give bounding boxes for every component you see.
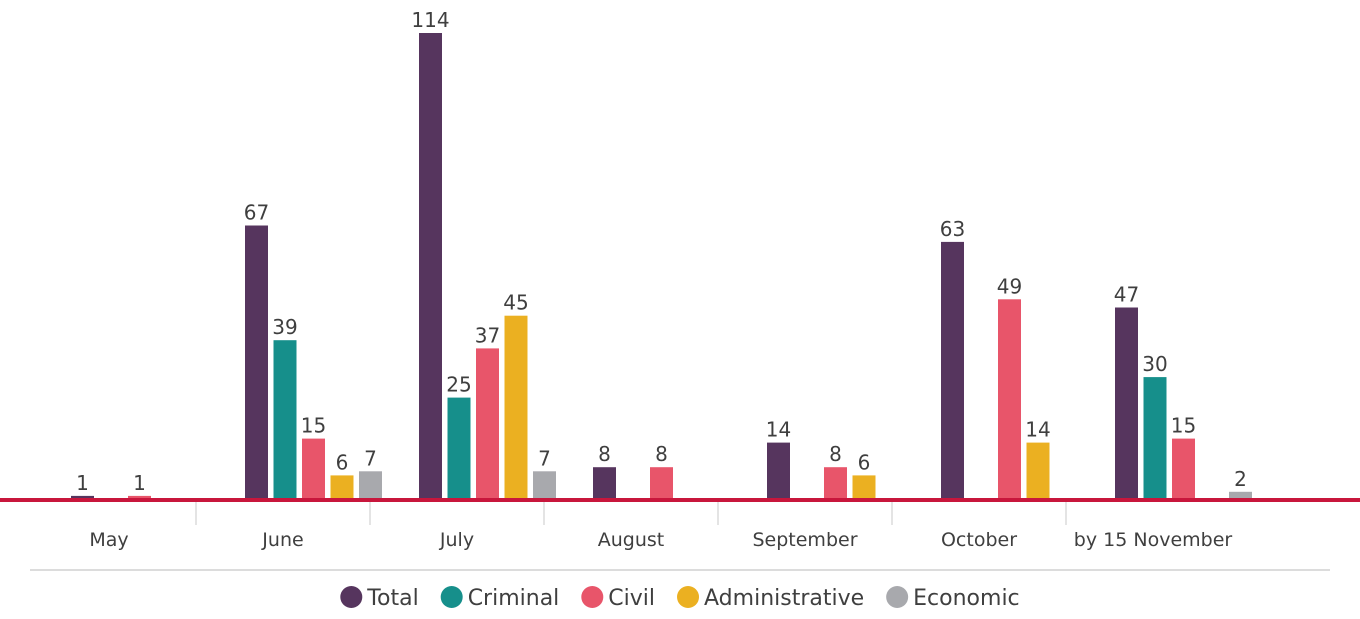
- legend-item-total: Total: [340, 586, 419, 611]
- value-label-administrative-july: 45: [503, 291, 528, 315]
- bar-civil-september: [824, 467, 847, 500]
- legend-label-criminal: Criminal: [468, 586, 560, 611]
- bar-civil-october: [998, 299, 1021, 500]
- legend-label-economic: Economic: [913, 586, 1020, 611]
- bar-administrative-september: [852, 475, 876, 500]
- bar-total-september: [767, 442, 790, 500]
- bar-total-by-15-november: [1115, 307, 1138, 500]
- bar-civil-june: [302, 438, 325, 500]
- bar-economic-by-15-november: [1229, 491, 1252, 500]
- legend-label-total: Total: [366, 586, 418, 611]
- value-label-total-september: 14: [766, 418, 791, 442]
- bar-total-may: [71, 495, 94, 500]
- x-tick-label-october: October: [941, 529, 1017, 551]
- legend-label-administrative: Administrative: [704, 586, 864, 611]
- value-label-economic-by-15-november: 2: [1234, 467, 1247, 491]
- legend-item-administrative: Administrative: [677, 586, 864, 611]
- bar-civil-august: [650, 467, 673, 500]
- legend-swatch-criminal: [440, 586, 463, 608]
- x-axis-tick-labels: May June July August September October by 15 N…: [89, 529, 1232, 551]
- bar-administrative-october: [1026, 442, 1050, 500]
- bar-criminal-july: [447, 397, 471, 500]
- value-label-administrative-june: 6: [336, 450, 349, 474]
- value-label-civil-by-15-november: 15: [1171, 414, 1196, 438]
- x-tick-label-may: May: [89, 529, 128, 551]
- legend-swatch-civil: [581, 586, 604, 608]
- legend-swatch-economic: [886, 586, 909, 608]
- bar-total-july: [419, 33, 442, 500]
- bar-administrative-july: [504, 315, 528, 500]
- bar-economic-july: [533, 471, 556, 500]
- legend-item-civil: Civil: [581, 586, 655, 611]
- value-label-total-by-15-november: 47: [1114, 283, 1139, 307]
- x-tick-label-july: July: [439, 529, 474, 551]
- bar-total-june: [245, 225, 268, 500]
- value-label-total-august: 8: [598, 442, 611, 466]
- bar-civil-july: [476, 348, 499, 500]
- bar-total-august: [593, 467, 616, 500]
- value-label-civil-september: 8: [829, 442, 842, 466]
- value-label-economic-july: 7: [538, 446, 551, 470]
- value-label-total-june: 67: [244, 201, 269, 225]
- value-label-civil-may: 1: [133, 471, 146, 495]
- value-label-total-october: 63: [940, 217, 965, 241]
- legend-swatch-administrative: [677, 586, 700, 608]
- legend: Total Criminal Civil Administrative Economic: [340, 586, 1020, 611]
- value-label-criminal-july: 25: [446, 373, 471, 397]
- bar-civil-may: [128, 495, 151, 500]
- value-label-criminal-june: 39: [272, 315, 297, 339]
- legend-label-civil: Civil: [608, 586, 655, 611]
- bar-criminal-by-15-november: [1143, 377, 1167, 500]
- value-label-civil-august: 8: [655, 442, 668, 466]
- bar-civil-by-15-november: [1172, 438, 1195, 500]
- value-label-civil-june: 15: [301, 414, 326, 438]
- value-label-economic-june: 7: [364, 446, 377, 470]
- x-tick-label-august: August: [598, 529, 665, 551]
- value-label-administrative-september: 6: [858, 450, 871, 474]
- bars-layer: [71, 33, 1252, 500]
- category-separators: [195, 502, 1067, 525]
- value-label-civil-october: 49: [997, 274, 1022, 298]
- value-label-administrative-october: 14: [1025, 418, 1050, 442]
- bar-economic-june: [359, 471, 382, 500]
- bar-criminal-june: [273, 340, 297, 500]
- bar-total-october: [941, 241, 964, 500]
- legend-item-economic: Economic: [886, 586, 1020, 611]
- bar-administrative-june: [330, 475, 354, 500]
- value-label-total-july: 114: [411, 8, 449, 32]
- x-tick-label-june: June: [261, 529, 303, 551]
- x-tick-label-september: September: [752, 529, 857, 551]
- value-label-civil-july: 37: [475, 323, 500, 347]
- value-label-criminal-by-15-november: 30: [1142, 352, 1167, 376]
- legend-swatch-total: [340, 586, 363, 608]
- value-label-total-may: 1: [76, 471, 89, 495]
- x-tick-label-by-15-november: by 15 November: [1074, 529, 1233, 551]
- legend-item-criminal: Criminal: [440, 586, 560, 611]
